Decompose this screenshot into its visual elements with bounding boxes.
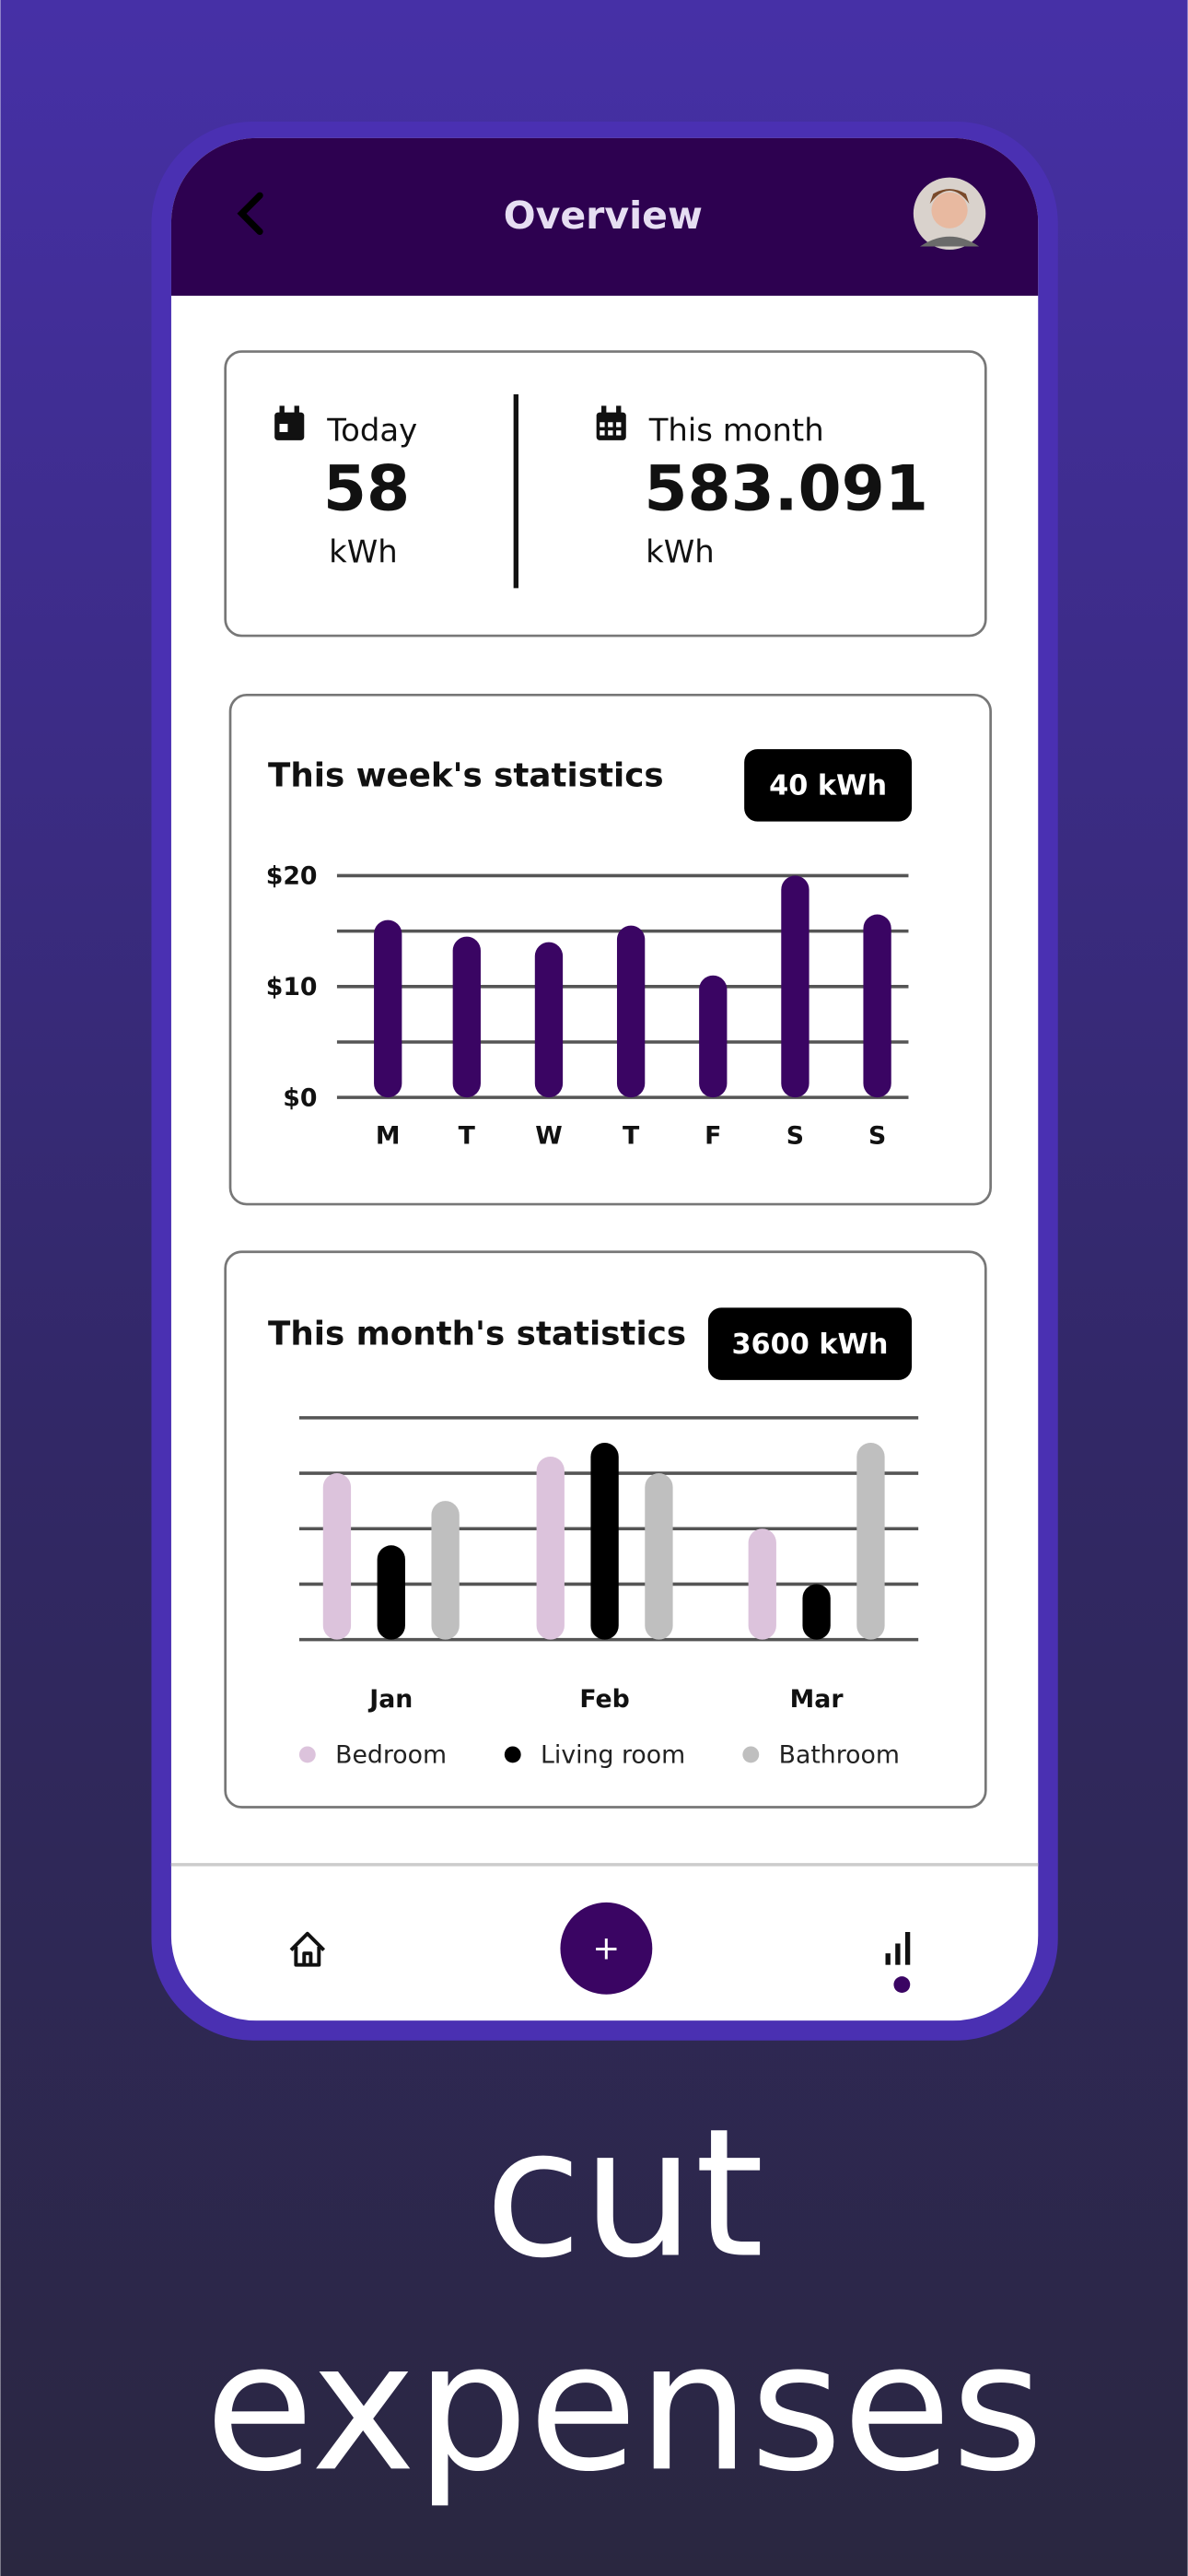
calendar-icon <box>274 405 305 440</box>
home-button[interactable] <box>289 1931 326 1967</box>
bar <box>616 925 646 1098</box>
y-tick-label: $20 <box>266 862 318 891</box>
stats-button[interactable] <box>885 1932 911 1993</box>
summary-card <box>224 350 987 638</box>
legend-swatch <box>504 1746 521 1763</box>
bar <box>590 1442 619 1640</box>
x-tick-label: W <box>535 1121 563 1150</box>
legend-swatch <box>742 1746 760 1763</box>
bar <box>856 1442 885 1640</box>
calendar-icon <box>596 405 626 440</box>
caption-line: cut <box>484 2091 763 2298</box>
x-tick-label: T <box>459 1121 476 1150</box>
bar <box>699 975 728 1098</box>
x-tick-label: S <box>868 1121 886 1150</box>
x-tick-label: Feb <box>579 1685 629 1714</box>
x-tick-label: Jan <box>367 1685 413 1714</box>
bar <box>536 1456 565 1640</box>
legend-label: Living room <box>541 1741 685 1770</box>
badge <box>744 749 913 822</box>
bar <box>534 942 564 1098</box>
bar <box>781 875 809 1098</box>
y-tick-label: $10 <box>266 973 318 1001</box>
bar <box>374 919 402 1098</box>
x-tick-label: S <box>786 1121 804 1150</box>
legend-label: Bathroom <box>779 1741 900 1770</box>
x-tick-label: M <box>376 1121 401 1150</box>
bar <box>645 1473 673 1640</box>
badge <box>707 1307 913 1380</box>
bar <box>748 1528 776 1640</box>
today-label: Today <box>326 412 417 448</box>
legend-swatch <box>298 1746 316 1763</box>
bar <box>431 1501 460 1640</box>
x-tick-label: T <box>623 1121 640 1150</box>
legend-label: Bedroom <box>335 1741 447 1770</box>
month-label: This month <box>648 412 824 448</box>
bar <box>802 1584 831 1640</box>
add-button[interactable] <box>560 1902 653 1995</box>
today-unit: kWh <box>329 533 398 569</box>
header-title: Overview <box>504 193 703 238</box>
avatar[interactable] <box>913 177 986 251</box>
bar <box>452 936 481 1098</box>
add-button-label: + <box>592 1930 620 1968</box>
badge-label: 3600 kWh <box>731 1329 888 1361</box>
month-value: 583.091 <box>644 451 928 524</box>
x-tick-label: F <box>705 1121 721 1150</box>
y-tick-label: $0 <box>283 1083 317 1112</box>
bar <box>377 1545 405 1640</box>
chart-title: This month's statistics <box>268 1316 686 1353</box>
today-value: 58 <box>323 451 410 524</box>
x-tick-label: Mar <box>790 1685 844 1714</box>
header-bar <box>170 137 1039 296</box>
back-button[interactable] <box>237 192 263 235</box>
bar <box>322 1473 352 1640</box>
badge-label: 40 kWh <box>769 770 887 802</box>
chart-title: This week's statistics <box>268 756 664 794</box>
bar <box>863 914 891 1098</box>
month-unit: kWh <box>646 533 715 569</box>
caption-line: expenses <box>204 2304 1043 2511</box>
